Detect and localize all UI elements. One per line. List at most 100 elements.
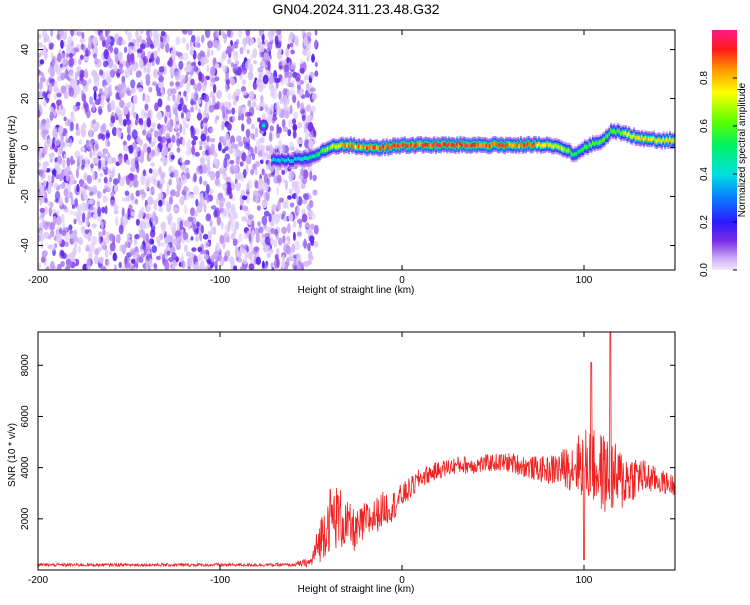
ridge-cell (672, 138, 675, 143)
ridge-cell (580, 147, 583, 152)
noise-speck (131, 103, 135, 112)
noise-speck (61, 58, 67, 65)
noise-speck (187, 190, 191, 197)
snr-series-line (38, 332, 675, 568)
noise-speck (260, 159, 264, 165)
noise-speck (203, 78, 207, 87)
spectrogram-marks (38, 30, 675, 270)
noise-speck (50, 51, 54, 60)
x-tick-label: -100 (210, 275, 230, 286)
noise-speck (65, 132, 69, 142)
noise-speck (92, 213, 98, 220)
noise-speck (93, 255, 99, 265)
noise-speck (142, 244, 146, 250)
ridge-cell (395, 144, 398, 149)
ridge-cell (334, 144, 337, 149)
colorbar-tick-label: 0.2 (699, 215, 710, 229)
noise-speck (91, 184, 98, 193)
colorbar-label: Normalized spectral amplitude (737, 82, 748, 217)
y-tick-label: 6000 (20, 405, 31, 428)
noise-speck (139, 119, 144, 126)
ridge-cell (326, 146, 329, 151)
noise-speck (290, 64, 296, 70)
noise-speck (268, 159, 271, 170)
noise-speck (159, 242, 166, 247)
noise-speck (137, 36, 142, 42)
noise-speck (93, 71, 97, 78)
noise-speck (56, 109, 61, 116)
ridge-cell (308, 155, 311, 160)
noise-speck (170, 222, 177, 232)
noise-speck (306, 203, 312, 211)
ridge-cell (323, 148, 326, 153)
ridge-cell (610, 128, 613, 133)
noise-speck (252, 163, 256, 171)
noise-speck (42, 44, 47, 55)
noise-speck (183, 204, 188, 215)
noise-speck (282, 178, 286, 184)
noise-speck (106, 38, 112, 43)
noise-speck (252, 48, 258, 59)
noise-speck (206, 64, 210, 73)
noise-speck (250, 133, 255, 139)
ridge-cell (500, 142, 503, 147)
noise-speck (146, 38, 153, 46)
noise-speck (176, 137, 181, 147)
noise-speck (303, 36, 309, 47)
ridge-cell (482, 143, 485, 147)
noise-speck (210, 49, 214, 56)
ridge-cell (593, 142, 596, 146)
ridge-cell (673, 138, 675, 143)
noise-speck (122, 145, 129, 152)
ridge-cell (665, 137, 668, 142)
noise-speck (238, 105, 244, 114)
noise-speck (285, 245, 291, 254)
noise-speck (155, 32, 161, 38)
noise-speck (97, 178, 102, 183)
noise-speck (131, 258, 136, 264)
noise-speck (241, 195, 248, 201)
noise-speck (299, 80, 304, 85)
noise-speck (69, 57, 75, 67)
noise-speck (97, 190, 101, 199)
ridge-cell (470, 143, 473, 148)
noise-speck (98, 159, 102, 170)
noise-speck (125, 159, 131, 165)
noise-speck (113, 184, 119, 193)
noise-speck (285, 198, 289, 209)
noise-speck (80, 146, 86, 153)
noise-speck (258, 226, 264, 234)
noise-speck (276, 257, 280, 268)
noise-speck (90, 163, 94, 169)
noise-speck (179, 229, 184, 239)
ridge-cell (441, 141, 444, 146)
snr-panel: -200 -100 0 100 2000 4000 6000 8000 Height of … (7, 331, 676, 595)
noise-speck (237, 30, 243, 38)
noise-speck (164, 261, 170, 270)
noise-speck (98, 108, 103, 115)
ridge-cell (501, 143, 505, 148)
noise-speck (109, 242, 116, 252)
noise-speck (176, 231, 181, 237)
ridge-cell (552, 144, 555, 149)
noise-speck (152, 200, 157, 205)
ridge-cell (519, 141, 523, 146)
x-tick-label: 100 (576, 575, 593, 586)
ridge-cell (307, 156, 310, 161)
noise-speck (158, 66, 165, 73)
noise-speck (38, 109, 41, 118)
noise-speck (175, 36, 181, 46)
ridge-cell (464, 142, 467, 147)
ridge-cell (379, 146, 382, 151)
noise-speck (248, 69, 254, 78)
noise-speck (130, 79, 136, 89)
noise-speck (55, 215, 62, 226)
noise-speck (177, 181, 183, 186)
noise-speck (158, 207, 163, 213)
noise-speck (209, 188, 214, 194)
noise-speck (223, 173, 227, 179)
noise-speck (70, 111, 75, 119)
noise-speck (293, 231, 296, 241)
noise-speck (195, 234, 199, 243)
noise-speck (135, 190, 141, 197)
